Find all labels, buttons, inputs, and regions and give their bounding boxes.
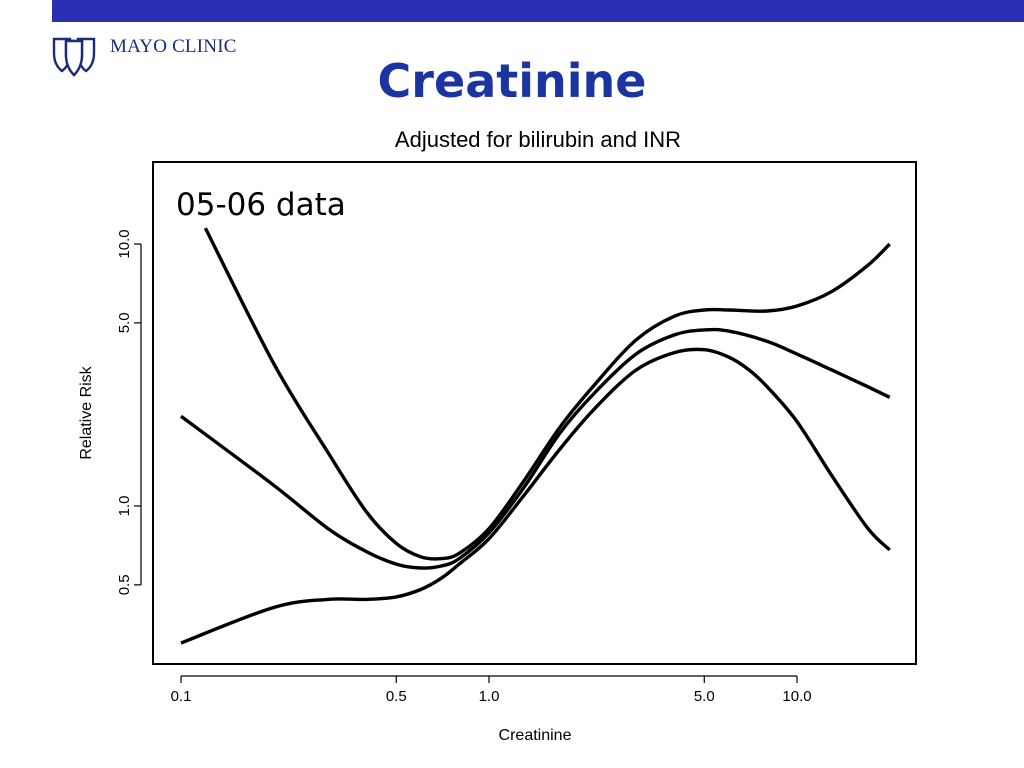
series-layer xyxy=(179,227,891,645)
slide-title: Creatinine xyxy=(377,54,647,108)
x-tick-label: 1.0 xyxy=(479,688,500,705)
chart-title: Adjusted for bilirubin and INR xyxy=(395,127,681,152)
y-tick-label: 5.0 xyxy=(116,312,133,333)
y-axis-label: Relative Risk xyxy=(78,365,95,459)
x-tick-label: 5.0 xyxy=(694,688,715,705)
plot-frame xyxy=(152,161,917,665)
x-axis-label: Creatinine xyxy=(499,727,572,744)
mayo-shields-logo-icon xyxy=(52,37,96,77)
x-tick-label: 0.5 xyxy=(386,688,407,705)
y-tick-label: 1.0 xyxy=(116,496,133,517)
mayo-clinic-logo: MAYO CLINIC xyxy=(50,33,270,81)
y-axis: 0.5 1.0 5.0 10.0 xyxy=(116,229,142,595)
chart-annotation: 05-06 data xyxy=(176,187,346,223)
series-line-estimate xyxy=(179,327,891,570)
y-tick-label: 10.0 xyxy=(116,229,133,258)
brand-name: MAYO CLINIC xyxy=(110,36,237,57)
series-line-lower xyxy=(180,347,891,645)
header-bar xyxy=(52,0,1024,22)
x-tick-label: 10.0 xyxy=(782,688,811,705)
y-tick-label: 0.5 xyxy=(116,574,133,595)
x-axis: 0.1 0.5 1.0 5.0 10.0 xyxy=(171,675,812,705)
series-line-upper xyxy=(203,227,891,561)
x-tick-label: 0.1 xyxy=(171,688,192,705)
